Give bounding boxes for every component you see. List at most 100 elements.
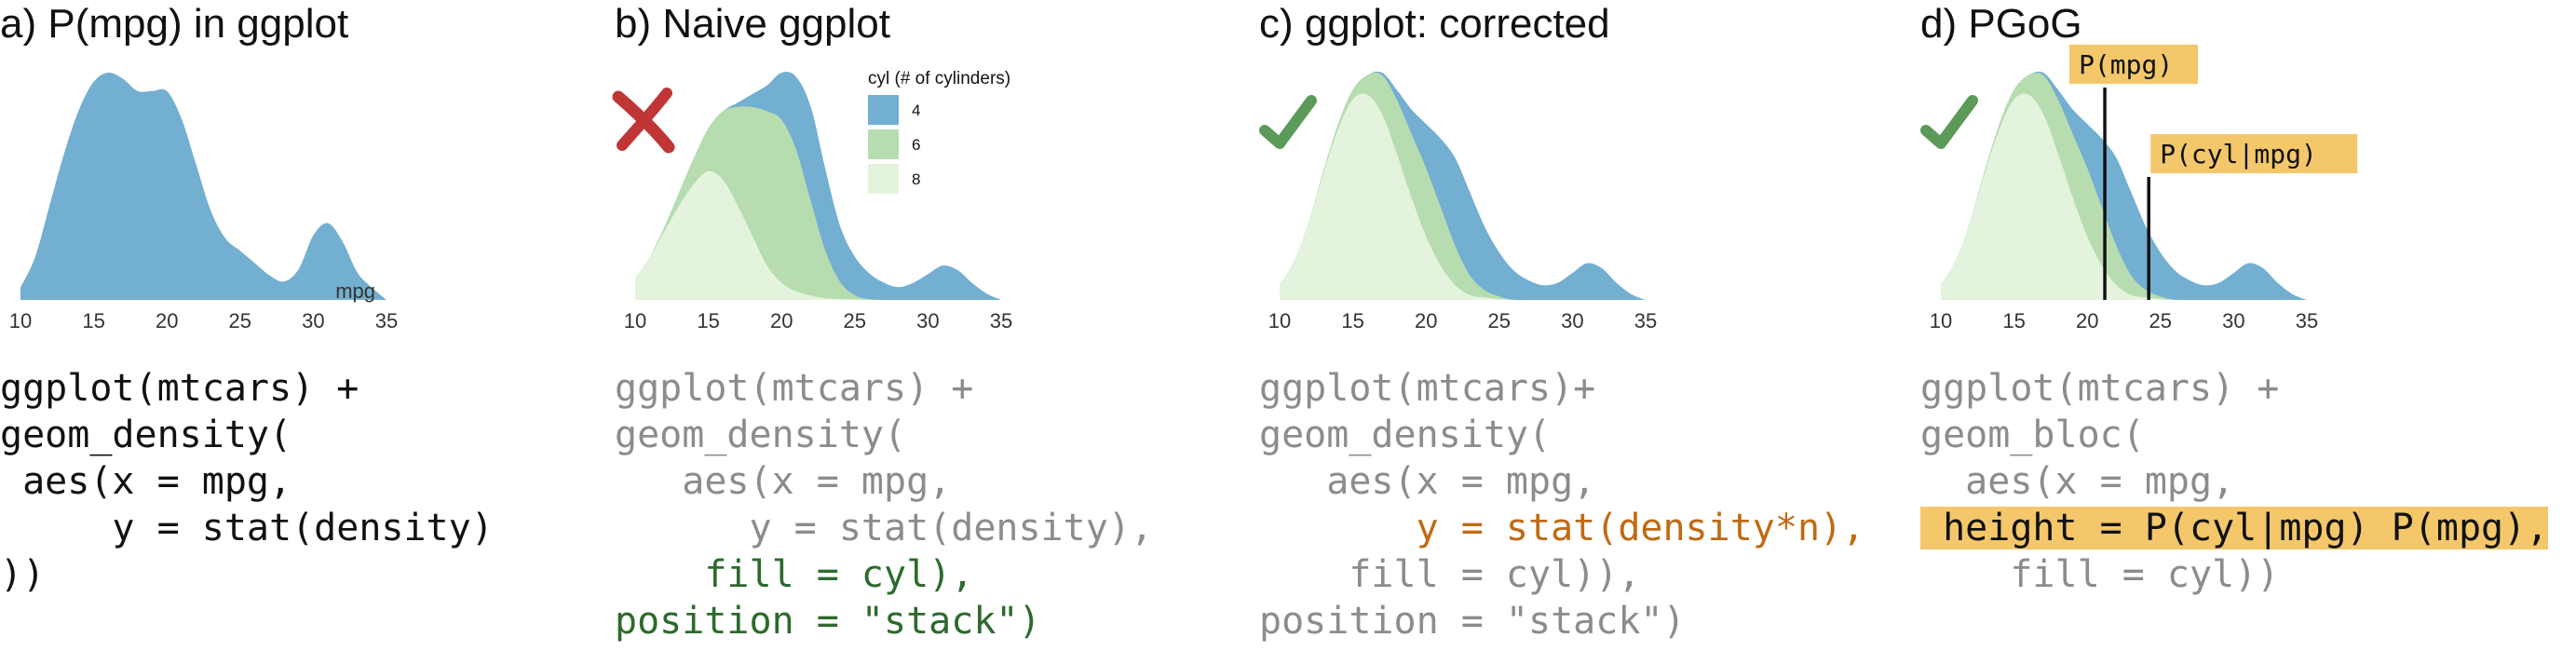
x-tick-label: 10 bbox=[9, 309, 32, 332]
code-token: aes(x = mpg, bbox=[0, 460, 292, 503]
panel-d-title: d) PGoG bbox=[1920, 1, 2082, 47]
code-line: geom_density( bbox=[615, 412, 1153, 458]
code-token: y = stat(density), bbox=[615, 507, 1153, 549]
legend-label-cyl-8: 8 bbox=[912, 170, 920, 188]
code-token: geom_density( bbox=[615, 414, 907, 456]
code-line: aes(x = mpg, bbox=[1259, 458, 1864, 505]
density-area-cyl-8 bbox=[635, 170, 1001, 301]
code-line: ggplot(mtcars)+ bbox=[1259, 365, 1864, 412]
x-tick-label: 30 bbox=[1561, 309, 1583, 332]
code-block-a: ggplot(mtcars) + geom_density( aes(x = mp… bbox=[0, 365, 494, 598]
code-line: fill = cyl), bbox=[615, 551, 1153, 598]
code-token: )) bbox=[0, 553, 46, 596]
x-tick-label: 35 bbox=[2296, 309, 2318, 332]
code-token: y = stat(density*n), bbox=[1259, 507, 1865, 549]
code-token: fill = cyl), bbox=[615, 553, 974, 596]
code-line: y = stat(density*n), bbox=[1259, 505, 1865, 551]
density-area bbox=[20, 72, 386, 300]
code-line: ggplot(mtcars) + bbox=[1920, 365, 2548, 412]
code-line: fill = cyl)), bbox=[1259, 551, 1864, 598]
code-token: ggplot(mtcars) + bbox=[1920, 367, 2280, 410]
legend: cyl (# of cylinders) 4 6 8 bbox=[868, 69, 1010, 194]
legend-swatch-cyl-6 bbox=[868, 129, 899, 159]
x-tick-label: 35 bbox=[990, 309, 1012, 332]
x-tick-label: 25 bbox=[1488, 309, 1511, 332]
x-tick-label: 30 bbox=[302, 309, 324, 332]
highlighted-code: height = P(cyl|mpg) P(mpg), bbox=[1920, 507, 2549, 549]
x-tick-label: 15 bbox=[1341, 309, 1363, 332]
x-tick-label: 20 bbox=[2076, 309, 2098, 332]
code-line: geom_density( bbox=[1259, 412, 1864, 458]
code-line: ggplot(mtcars) + bbox=[0, 365, 494, 412]
x-tick-label: 10 bbox=[624, 309, 646, 332]
x-tick-label: 35 bbox=[1634, 309, 1657, 332]
x-tick-label: 10 bbox=[1930, 309, 1952, 332]
code-token: ggplot(mtcars)+ bbox=[1259, 367, 1596, 410]
code-line: position = "stack") bbox=[615, 598, 1153, 644]
x-tick-label: 20 bbox=[1415, 309, 1437, 332]
code-block-b: ggplot(mtcars) + geom_density( aes(x = mp… bbox=[615, 365, 1153, 644]
code-token: position = "stack") bbox=[1259, 600, 1686, 643]
code-token: geom_density( bbox=[1259, 414, 1552, 456]
annotation-p-mpg: P(mpg) bbox=[2079, 49, 2173, 80]
code-token: ggplot(mtcars) + bbox=[0, 367, 359, 410]
code-token: fill = cyl)), bbox=[1259, 553, 1641, 596]
annotation-p-cyl-mpg: P(cyl|mpg) bbox=[2160, 139, 2317, 170]
code-line: geom_density( bbox=[0, 412, 494, 458]
code-line: y = stat(density) bbox=[0, 505, 494, 551]
code-token: geom_density( bbox=[0, 414, 292, 456]
x-axis-label: mpg bbox=[335, 279, 375, 303]
x-tick-label: 30 bbox=[916, 309, 939, 332]
code-line: )) bbox=[0, 551, 494, 598]
panel-c: c) ggplot: corrected 10 15 20 25 30 35 ggplot… bbox=[1259, 0, 1902, 651]
panel-c-title: c) ggplot: corrected bbox=[1259, 1, 1610, 47]
legend-label-cyl-6: 6 bbox=[912, 136, 920, 154]
code-token: position = "stack") bbox=[615, 600, 1041, 643]
x-tick-label: 15 bbox=[2002, 309, 2025, 332]
code-token: aes(x = mpg, bbox=[1259, 460, 1596, 503]
x-tick-label: 20 bbox=[770, 309, 793, 332]
panel-d: d) PGoG 10 15 20 25 30 35 P(mpg) P(cyl|mpg) ggp… bbox=[1920, 0, 2576, 651]
code-token: aes(x = mpg, bbox=[1920, 460, 2235, 503]
panel-b: b) Naive ggplot 10 15 20 25 30 35 cyl (# of cy… bbox=[612, 0, 1257, 651]
code-line: geom_bloc( bbox=[1920, 412, 2548, 458]
x-tick-label: 15 bbox=[82, 309, 104, 332]
code-line: aes(x = mpg, bbox=[615, 458, 1153, 505]
check-icon bbox=[1259, 95, 1317, 149]
x-tick-label: 30 bbox=[2222, 309, 2244, 332]
code-token: fill = cyl)) bbox=[1920, 553, 2280, 596]
density-plot-b: 10 15 20 25 30 35 cyl (# of cylinders) 4 6 8 bbox=[612, 69, 1012, 332]
density-area-cyl-8 bbox=[1280, 93, 1646, 301]
panel-a: a) P(mpg) in ggplot 10 15 20 25 30 35 mpg ggpl… bbox=[0, 0, 633, 651]
code-token: ggplot(mtcars) + bbox=[615, 367, 974, 410]
density-plot-c: 10 15 20 25 30 35 bbox=[1259, 71, 1657, 332]
density-area-cyl-8 bbox=[1941, 93, 2307, 301]
code-line: aes(x = mpg, bbox=[1920, 458, 2548, 505]
x-tick-label: 15 bbox=[697, 309, 719, 332]
code-block-d: ggplot(mtcars) + geom_bloc( aes(x = mpg, … bbox=[1920, 365, 2549, 598]
legend-title: cyl (# of cylinders) bbox=[868, 69, 1010, 88]
legend-swatch-cyl-4 bbox=[868, 95, 899, 125]
legend-label-cyl-4: 4 bbox=[912, 102, 920, 119]
x-tick-label: 35 bbox=[375, 309, 398, 332]
annotation-label-bg bbox=[2150, 134, 2358, 173]
legend-swatch-cyl-8 bbox=[868, 164, 899, 194]
code-token: geom_bloc( bbox=[1920, 414, 2145, 456]
code-line: position = "stack") bbox=[1259, 598, 1864, 644]
code-line: height = P(cyl|mpg) P(mpg), bbox=[1920, 505, 2549, 551]
panel-a-title: a) P(mpg) in ggplot bbox=[0, 1, 349, 47]
code-line: fill = cyl)) bbox=[1920, 551, 2548, 598]
cross-icon bbox=[612, 88, 675, 154]
code-line: ggplot(mtcars) + bbox=[615, 365, 1153, 412]
x-tick-label: 20 bbox=[156, 309, 178, 332]
code-token: aes(x = mpg, bbox=[615, 460, 952, 503]
annotation-label-bg bbox=[2069, 45, 2199, 84]
x-tick-label: 10 bbox=[1268, 309, 1291, 332]
panel-b-title: b) Naive ggplot bbox=[615, 1, 890, 47]
check-icon bbox=[1920, 95, 1978, 149]
x-tick-label: 25 bbox=[229, 309, 251, 332]
code-line: y = stat(density), bbox=[615, 505, 1153, 551]
code-token: y = stat(density) bbox=[0, 507, 494, 549]
code-line: aes(x = mpg, bbox=[0, 458, 494, 505]
